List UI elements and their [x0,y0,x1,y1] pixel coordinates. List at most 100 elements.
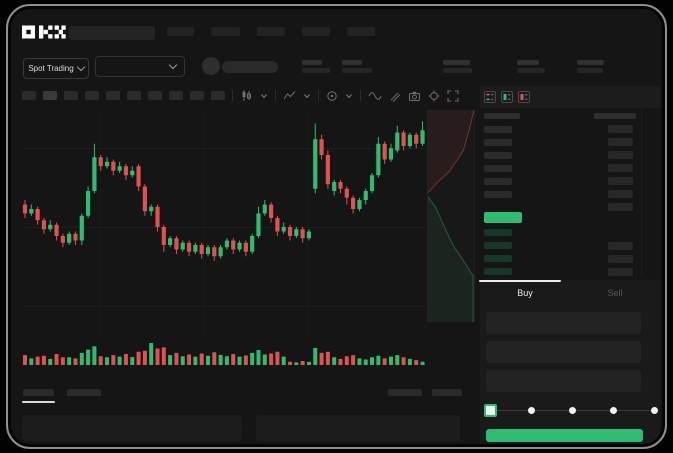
bottom-tabs-left [23,389,101,396]
draw-icon[interactable] [389,90,401,102]
order-row[interactable] [608,138,633,146]
slider-stop[interactable] [568,407,576,414]
timeframe-button[interactable] [190,91,204,100]
order-form-fields [486,312,641,392]
bottom-link-placeholder[interactable] [388,389,422,396]
stat-value-placeholder [517,60,539,65]
active-tab-indicator [479,280,561,282]
slider-handle[interactable] [483,404,497,417]
ask-row[interactable] [484,126,512,133]
bid-row[interactable] [484,268,512,275]
gridline [307,112,308,334]
market-type-selector[interactable]: Spot Trading [23,58,89,79]
timeframe-button[interactable] [64,91,78,100]
timeframe-button[interactable] [106,91,120,100]
search-input[interactable] [69,26,155,40]
order-row[interactable] [608,177,633,185]
indicators-icon[interactable] [326,90,338,102]
order-row[interactable] [608,190,633,198]
nav-item-placeholder[interactable] [347,27,375,36]
timeframe-button[interactable] [43,91,57,100]
bottom-panel [22,415,242,441]
bottom-tab-placeholder[interactable] [67,389,101,396]
timeframe-button[interactable] [85,91,99,100]
ask-row[interactable] [484,165,512,172]
order-input-field[interactable] [486,370,641,392]
gridline [22,148,426,149]
stat-label-placeholder [443,68,472,73]
nav-item-placeholder[interactable] [167,27,194,36]
camera-icon[interactable] [408,90,421,102]
order-input-field[interactable] [486,312,641,334]
chevron-down-icon[interactable] [345,92,353,100]
stat-label-placeholder [342,68,372,73]
ticker-stat [577,60,604,73]
stat-value-placeholder [577,60,604,65]
wave-icon[interactable] [368,90,382,102]
bid-row[interactable] [484,255,512,262]
ask-row[interactable] [484,152,512,159]
ticker-stat [443,60,472,73]
order-row[interactable] [608,203,633,211]
order-row[interactable] [608,151,633,159]
order-input-field[interactable] [486,341,641,363]
slider-stop[interactable] [650,407,658,414]
settings-icon[interactable] [428,90,440,102]
stat-label-placeholder [302,68,330,73]
tab-sell[interactable]: Sell [607,288,623,298]
ticker-stat [342,60,372,73]
book-both-icon[interactable] [484,91,496,103]
candles-icon[interactable] [240,89,253,102]
ask-row[interactable] [484,191,512,198]
fullscreen-icon[interactable] [447,90,459,102]
order-row[interactable] [608,255,633,263]
orderbook-view-toggles [480,86,660,108]
line-chart-icon[interactable] [283,89,296,102]
timeframe-toolbar [22,91,225,100]
bid-row[interactable] [484,229,512,236]
last-price-placeholder [222,61,278,73]
toolbar-divider [360,90,361,101]
candlestick-chart[interactable] [22,110,426,335]
nav-item-placeholder[interactable] [302,27,330,36]
toolbar-divider [275,90,276,101]
book-bids-icon[interactable] [501,91,513,103]
okx-logo[interactable] [22,24,66,45]
slider-stop[interactable] [527,407,535,414]
timeframe-button[interactable] [127,91,141,100]
stat-value-placeholder [302,60,322,65]
order-row[interactable] [608,164,633,172]
bottom-link-placeholder[interactable] [432,389,462,396]
stat-label-placeholder [517,68,545,73]
timeframe-button[interactable] [211,91,225,100]
chevron-down-icon [76,62,85,72]
slider-stop[interactable] [609,407,617,414]
ticker-stat [302,60,330,73]
tab-buy[interactable]: Buy [517,288,533,298]
nav-item-placeholder[interactable] [211,27,240,36]
chart-tools [232,88,459,103]
timeframe-button[interactable] [22,91,36,100]
toolbar-divider [318,90,319,101]
amount-slider[interactable] [483,403,658,417]
ask-row[interactable] [484,178,512,185]
volume-chart[interactable] [22,342,426,366]
active-bottom-tab-indicator [22,401,55,403]
ask-row[interactable] [484,139,512,146]
nav-item-placeholder[interactable] [257,27,285,36]
order-row[interactable] [608,125,633,133]
timeframe-button[interactable] [148,91,162,100]
order-row[interactable] [608,268,633,276]
timeframe-button[interactable] [169,91,183,100]
order-row[interactable] [608,242,633,250]
buy-submit-button[interactable] [486,429,643,442]
bottom-tab-placeholder[interactable] [23,389,54,396]
pair-selector[interactable] [95,56,185,77]
stat-label-placeholder [577,68,603,73]
bid-row[interactable] [484,242,512,249]
book-asks-icon[interactable] [518,91,530,103]
orderbook-right-column [594,113,636,281]
chevron-down-icon[interactable] [260,92,268,100]
last-price-bar[interactable] [484,212,522,223]
chevron-down-icon[interactable] [303,92,311,100]
